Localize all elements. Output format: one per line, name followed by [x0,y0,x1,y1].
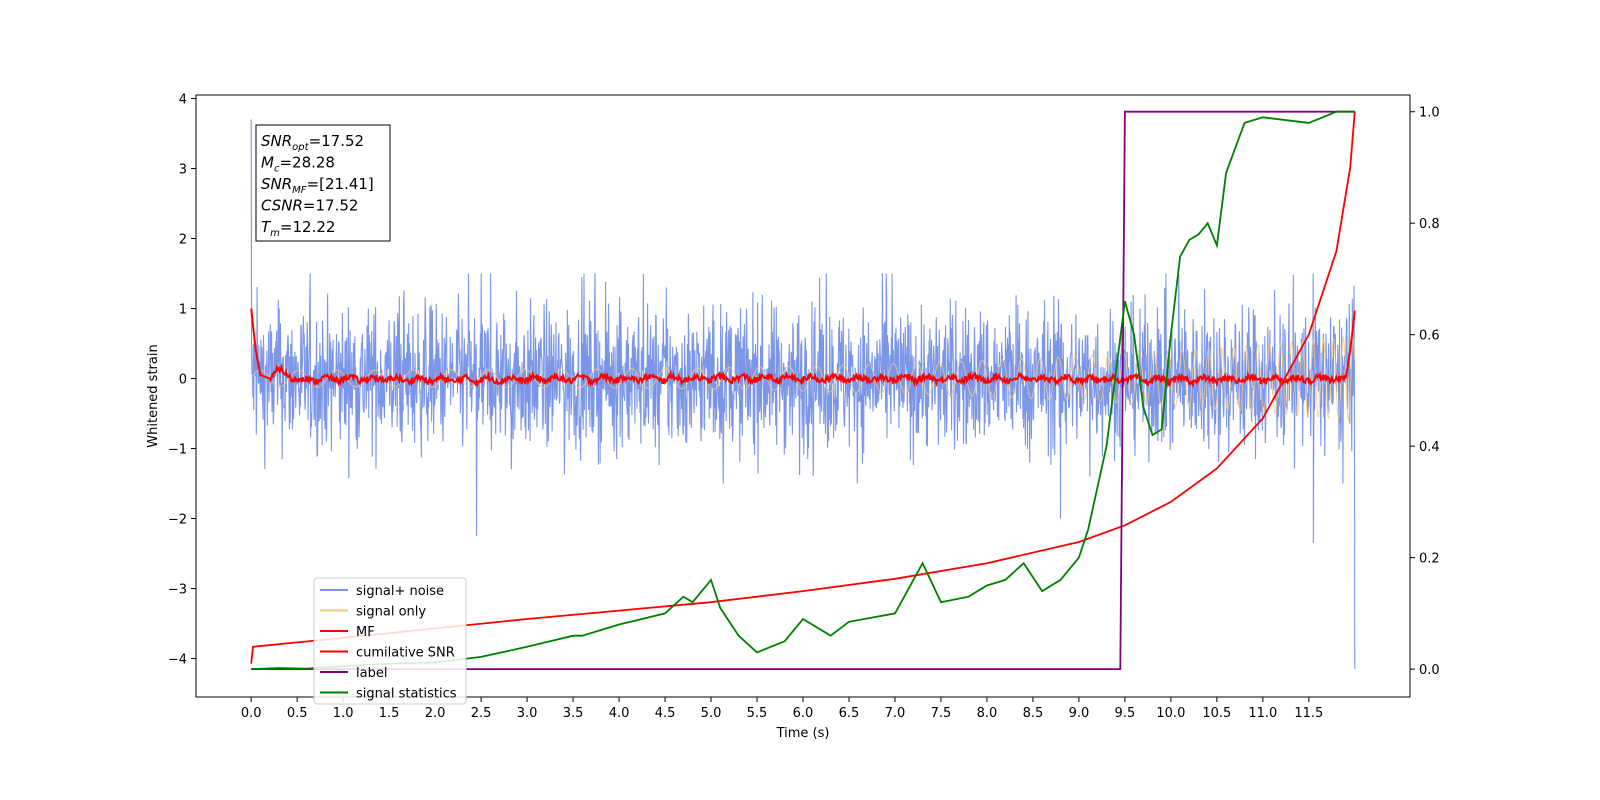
x-tick-label: 2.5 [471,706,492,721]
x-tick-label: 10.5 [1202,706,1231,721]
x-tick-label: 4.5 [655,706,676,721]
y2-tick-label: 0.4 [1419,440,1440,455]
x-tick-label: 5.0 [701,706,722,721]
y2-tick-label: 1.0 [1419,106,1440,121]
y-tick-label: −3 [168,583,187,598]
x-tick-label: 1.0 [333,706,354,721]
x-tick-label: 0.5 [287,706,308,721]
y2-tick-label: 0.8 [1419,217,1440,232]
annotation-line: SNRMF=[21.41] [261,175,374,196]
legend-entry: signal statistics [356,687,457,702]
legend-entry: MF [356,625,375,640]
x-tick-label: 1.5 [379,706,400,721]
legend: signal+ noise signal only MF cumilative SNR… [313,577,467,705]
x-axis-label: Time (s) [776,726,830,741]
y-tick-label: 4 [179,93,187,108]
x-tick-label: 6.5 [839,706,860,721]
x-tick-label: 11.5 [1294,706,1323,721]
y2-tick-label: 0.6 [1419,329,1440,344]
series-label [251,110,1355,670]
x-tick-label: 6.0 [793,706,814,721]
y-tick-label: 3 [179,163,187,178]
annotation-line: CSNR=17.52 [261,197,358,215]
x-tick-label: 0.0 [241,706,262,721]
x-tick-label: 11.0 [1248,706,1277,721]
series-signal-statistics [251,110,1355,670]
x-tick-label: 10.0 [1156,706,1185,721]
series-signal-only [250,335,1356,422]
x-tick-label: 4.0 [609,706,630,721]
legend-entry: label [356,666,387,681]
annotation-line: SNRopt=17.52 [261,132,364,153]
y-tick-label: −1 [168,443,187,458]
x-tick-label: 8.5 [1023,706,1044,721]
x-tick-label: 3.0 [517,706,538,721]
y-tick-label: 0 [179,373,187,388]
y-tick-label: −2 [168,513,187,528]
y-tick-label: 1 [179,303,187,318]
annotation-box: SNRopt=17.52Mc=28.28SNRMF=[21.41]CSNR=17… [255,124,391,242]
annotation-line: Tm=12.22 [261,218,335,239]
x-tick-label: 7.0 [885,706,906,721]
ticks-layer: 0.0 0.5 1.0 1.5 2.0 2.5 3.0 3.5 4.0 4.5 5.0 5.5 6.0 6… [168,93,1440,722]
series-mf [250,308,1356,389]
x-tick-label: 9.5 [1115,706,1136,721]
x-tick-label: 8.0 [977,706,998,721]
legend-entry: signal+ noise [356,584,444,599]
annotation-frame [255,124,391,242]
legend-frame [313,577,467,705]
y2-tick-label: 0.2 [1419,552,1440,567]
x-tick-label: 7.5 [931,706,952,721]
annotation-line: Mc=28.28 [261,154,335,175]
legend-entry: signal only [356,605,426,620]
y-axis-label: Whitened strain [146,344,161,447]
y2-tick-label: 0.0 [1419,663,1440,678]
x-tick-label: 3.5 [563,706,584,721]
x-tick-label: 2.0 [425,706,446,721]
x-tick-label: 9.0 [1069,706,1090,721]
y-tick-label: 2 [179,233,187,248]
y-tick-label: −4 [168,653,187,668]
x-tick-label: 5.5 [747,706,768,721]
legend-entry: cumilative SNR [356,646,455,661]
